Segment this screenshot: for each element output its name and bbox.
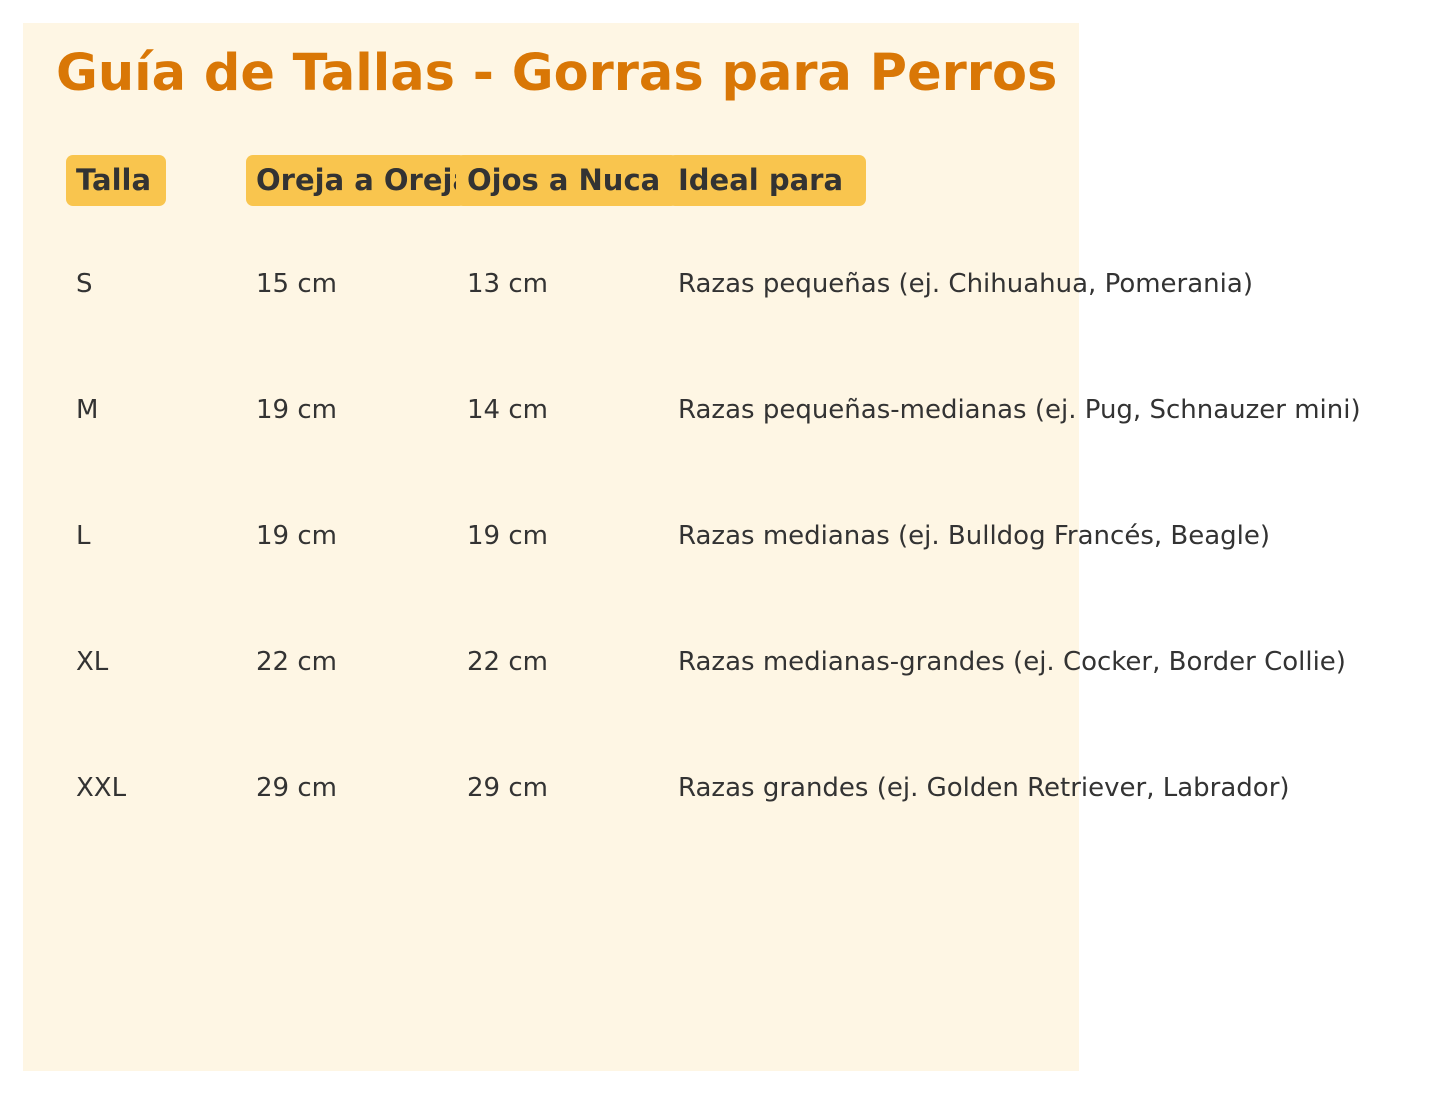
eyes-to-nape-cell: 29 cm: [467, 773, 548, 803]
header-eyes-to-nape: Ojos a Nuca: [456, 155, 678, 206]
ideal-for-cell: Razas medianas (ej. Bulldog Francés, Bea…: [678, 521, 1271, 551]
eyes-to-nape-cell: 19 cm: [467, 521, 548, 551]
size-cell: XL: [76, 647, 109, 677]
page-title: Guía de Tallas - Gorras para Perros: [56, 44, 1058, 103]
header-size: Talla: [66, 155, 166, 206]
ear-to-ear-cell: 29 cm: [256, 773, 337, 803]
size-cell: S: [76, 269, 93, 299]
ear-to-ear-cell: 19 cm: [256, 395, 337, 425]
size-cell: XXL: [76, 773, 127, 803]
eyes-to-nape-cell: 13 cm: [467, 269, 548, 299]
ear-to-ear-cell: 19 cm: [256, 521, 337, 551]
ideal-for-cell: Razas grandes (ej. Golden Retriever, Lab…: [678, 773, 1290, 803]
eyes-to-nape-cell: 14 cm: [467, 395, 548, 425]
header-ideal-for: Ideal para: [668, 155, 866, 206]
size-cell: L: [76, 521, 91, 551]
size-cell: M: [76, 395, 99, 425]
ideal-for-cell: Razas medianas-grandes (ej. Cocker, Bord…: [678, 647, 1346, 677]
eyes-to-nape-cell: 22 cm: [467, 647, 548, 677]
ideal-for-cell: Razas pequeñas-medianas (ej. Pug, Schnau…: [678, 395, 1361, 425]
header-ear-to-ear: Oreja a Oreja: [246, 155, 466, 206]
ideal-for-cell: Razas pequeñas (ej. Chihuahua, Pomerania…: [678, 269, 1253, 299]
ear-to-ear-cell: 15 cm: [256, 269, 337, 299]
ear-to-ear-cell: 22 cm: [256, 647, 337, 677]
